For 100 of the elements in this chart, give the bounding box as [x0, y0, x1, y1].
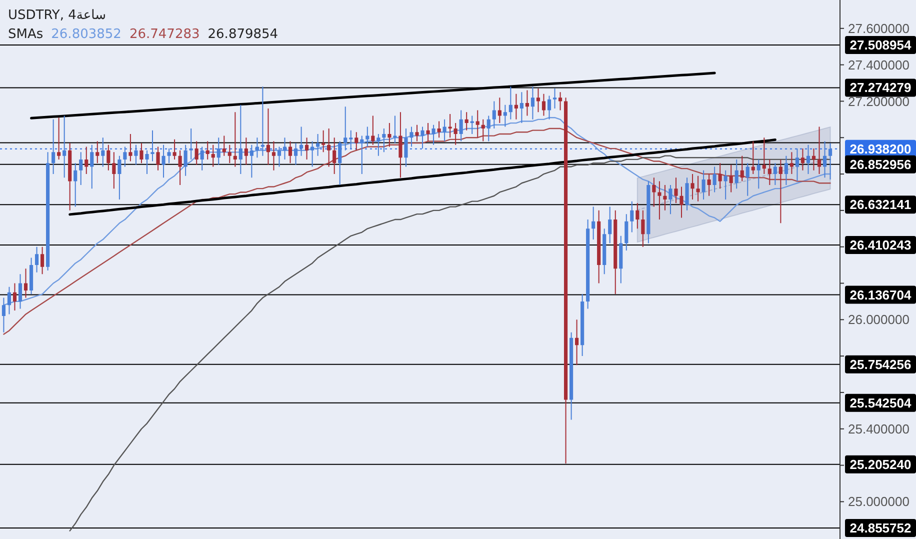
- candlestick: [564, 98, 568, 464]
- candlestick: [734, 159, 738, 189]
- candlestick: [238, 104, 242, 174]
- candlestick: [277, 146, 282, 167]
- candlestick: [233, 112, 237, 167]
- candlestick: [508, 86, 512, 120]
- candlestick: [376, 134, 380, 156]
- candlestick: [636, 203, 640, 229]
- ref-line-label: 26.938200: [850, 141, 912, 156]
- candlestick: [624, 214, 628, 250]
- candlestick: [658, 181, 662, 220]
- candlestick: [448, 114, 452, 138]
- candlestick: [503, 104, 507, 127]
- candlestick: [778, 159, 782, 224]
- candlestick: [459, 110, 463, 142]
- candlestick: [366, 126, 370, 147]
- ref-line-label: 27.508954: [850, 38, 912, 53]
- candlestick: [746, 163, 750, 196]
- candlestick: [34, 246, 39, 272]
- candlestick: [542, 94, 546, 116]
- y-tick-label: 25.400000: [848, 421, 910, 436]
- candlestick: [228, 144, 232, 164]
- candlestick: [327, 128, 331, 167]
- candlestick: [597, 210, 601, 284]
- ref-line-label: 25.754256: [850, 356, 912, 372]
- candlestick: [702, 170, 706, 200]
- candlestick: [156, 146, 160, 170]
- candlestick: [150, 130, 154, 162]
- candlestick: [558, 92, 562, 110]
- candlestick: [354, 132, 358, 150]
- candlestick: [79, 152, 83, 185]
- candlestick: [454, 123, 458, 145]
- y-tick-label: 26.000000: [848, 312, 910, 328]
- candlestick: [46, 152, 50, 270]
- line-series: [3, 128, 831, 335]
- candlestick: [768, 159, 772, 185]
- candlestick: [140, 143, 144, 164]
- candlestick: [718, 163, 722, 189]
- candlestick: [305, 138, 309, 160]
- candlestick: [614, 210, 618, 294]
- candlestick: [134, 144, 138, 165]
- candlestick: [398, 112, 402, 178]
- candlestick: [18, 274, 22, 309]
- candlestick: [145, 150, 149, 174]
- candlestick: [442, 119, 446, 142]
- candlestick: [696, 176, 700, 202]
- candlestick: [96, 141, 100, 164]
- candlestick: [707, 174, 711, 196]
- annotation: SMAs: [8, 27, 44, 42]
- candlestick: [211, 144, 215, 167]
- candlestick: [52, 119, 56, 174]
- candlestick: [476, 110, 480, 138]
- candlestick: [690, 174, 694, 200]
- candlestick: [740, 156, 744, 182]
- candlestick: [432, 124, 436, 145]
- candlestick: [800, 148, 805, 170]
- candlestick: [250, 144, 254, 178]
- candlestick: [90, 144, 94, 189]
- ref-line-label: 26.136704: [850, 287, 912, 302]
- annotation: 26.803852: [51, 27, 122, 42]
- candlestick: [255, 138, 259, 158]
- candlestick: [338, 141, 342, 185]
- candlestick: [189, 128, 193, 160]
- ref-line-label: 25.542504: [850, 395, 912, 410]
- candlestick: [420, 126, 424, 149]
- candlestick: [580, 294, 584, 356]
- line-series: [3, 116, 831, 306]
- candlestick: [575, 320, 579, 366]
- candlestick: [592, 206, 596, 240]
- candlestick: [552, 88, 557, 108]
- candlestick: [332, 138, 336, 174]
- candlestick: [371, 116, 375, 145]
- candlestick: [751, 141, 755, 174]
- candlestick: [828, 143, 832, 180]
- candlestick: [112, 152, 116, 189]
- candlestick: [172, 139, 176, 160]
- candlestick: [244, 138, 248, 165]
- candlestick: [602, 228, 606, 274]
- candlestick: [57, 118, 61, 160]
- candlestick: [685, 178, 689, 210]
- candlestick: [282, 138, 287, 160]
- candlestick: [641, 210, 645, 247]
- candlestick: [481, 119, 485, 142]
- candlestick: [530, 86, 535, 120]
- candlestick: [40, 246, 44, 274]
- candlestick: [514, 94, 518, 120]
- annotation: 26.879854: [208, 27, 278, 42]
- candlestick: [12, 283, 17, 311]
- candlestick: [294, 143, 298, 165]
- candlestick: [630, 201, 634, 232]
- candlestick: [762, 138, 766, 174]
- candlestick: [216, 138, 220, 165]
- ref-line-label: 26.410243: [850, 238, 912, 253]
- candlestick: [74, 163, 78, 207]
- candlestick: [674, 178, 678, 204]
- candlestick: [206, 141, 210, 160]
- candlestick: [260, 86, 264, 156]
- candlestick: [316, 134, 320, 156]
- candlestick: [272, 141, 276, 170]
- candlestick: [7, 286, 12, 314]
